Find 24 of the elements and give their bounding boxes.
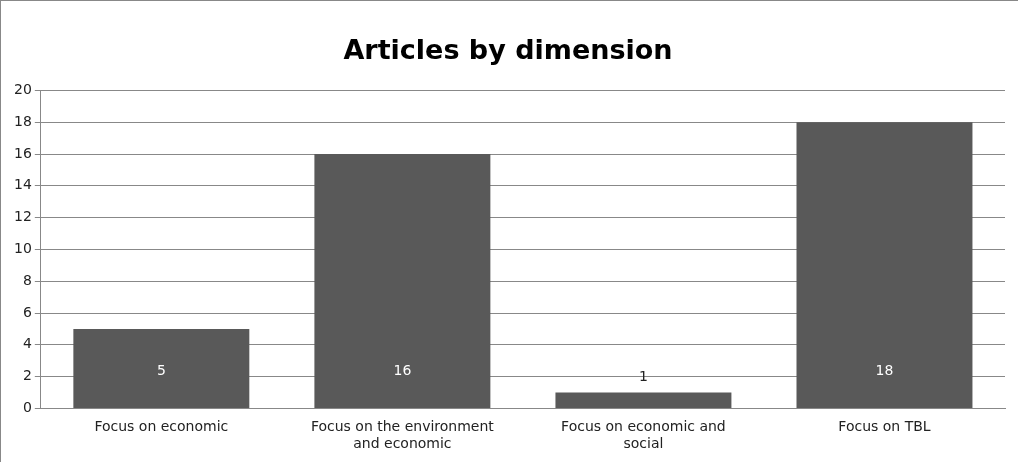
bar — [73, 328, 250, 408]
x-tick-label: Focus on economic and social — [561, 418, 726, 452]
data-label: 16 — [393, 362, 412, 379]
chart-title: Articles by dimension — [343, 34, 673, 66]
data-label: 5 — [156, 362, 166, 379]
y-tick-label: 10 — [13, 240, 32, 257]
data-label: 18 — [875, 362, 894, 379]
x-tick-label: Focus on TBL — [838, 418, 931, 435]
y-tick-label: 4 — [22, 335, 32, 352]
data-label: 1 — [638, 368, 648, 385]
bar — [314, 154, 491, 408]
y-tick-label: 20 — [13, 81, 32, 98]
y-tick-label: 18 — [13, 112, 32, 129]
y-tick-label: 14 — [13, 176, 32, 193]
bar — [555, 392, 732, 408]
y-tick-label: 16 — [13, 144, 32, 161]
x-tick-label: Focus on economic — [94, 418, 229, 435]
y-tick-label: 2 — [22, 367, 32, 384]
x-tick-label: Focus on the environment and economic — [310, 418, 495, 452]
y-tick-label: 8 — [22, 271, 32, 288]
y-tick-label: 6 — [22, 303, 32, 320]
y-tick-label: 0 — [22, 399, 32, 416]
y-tick-label: 12 — [13, 208, 32, 225]
bar — [796, 122, 973, 408]
